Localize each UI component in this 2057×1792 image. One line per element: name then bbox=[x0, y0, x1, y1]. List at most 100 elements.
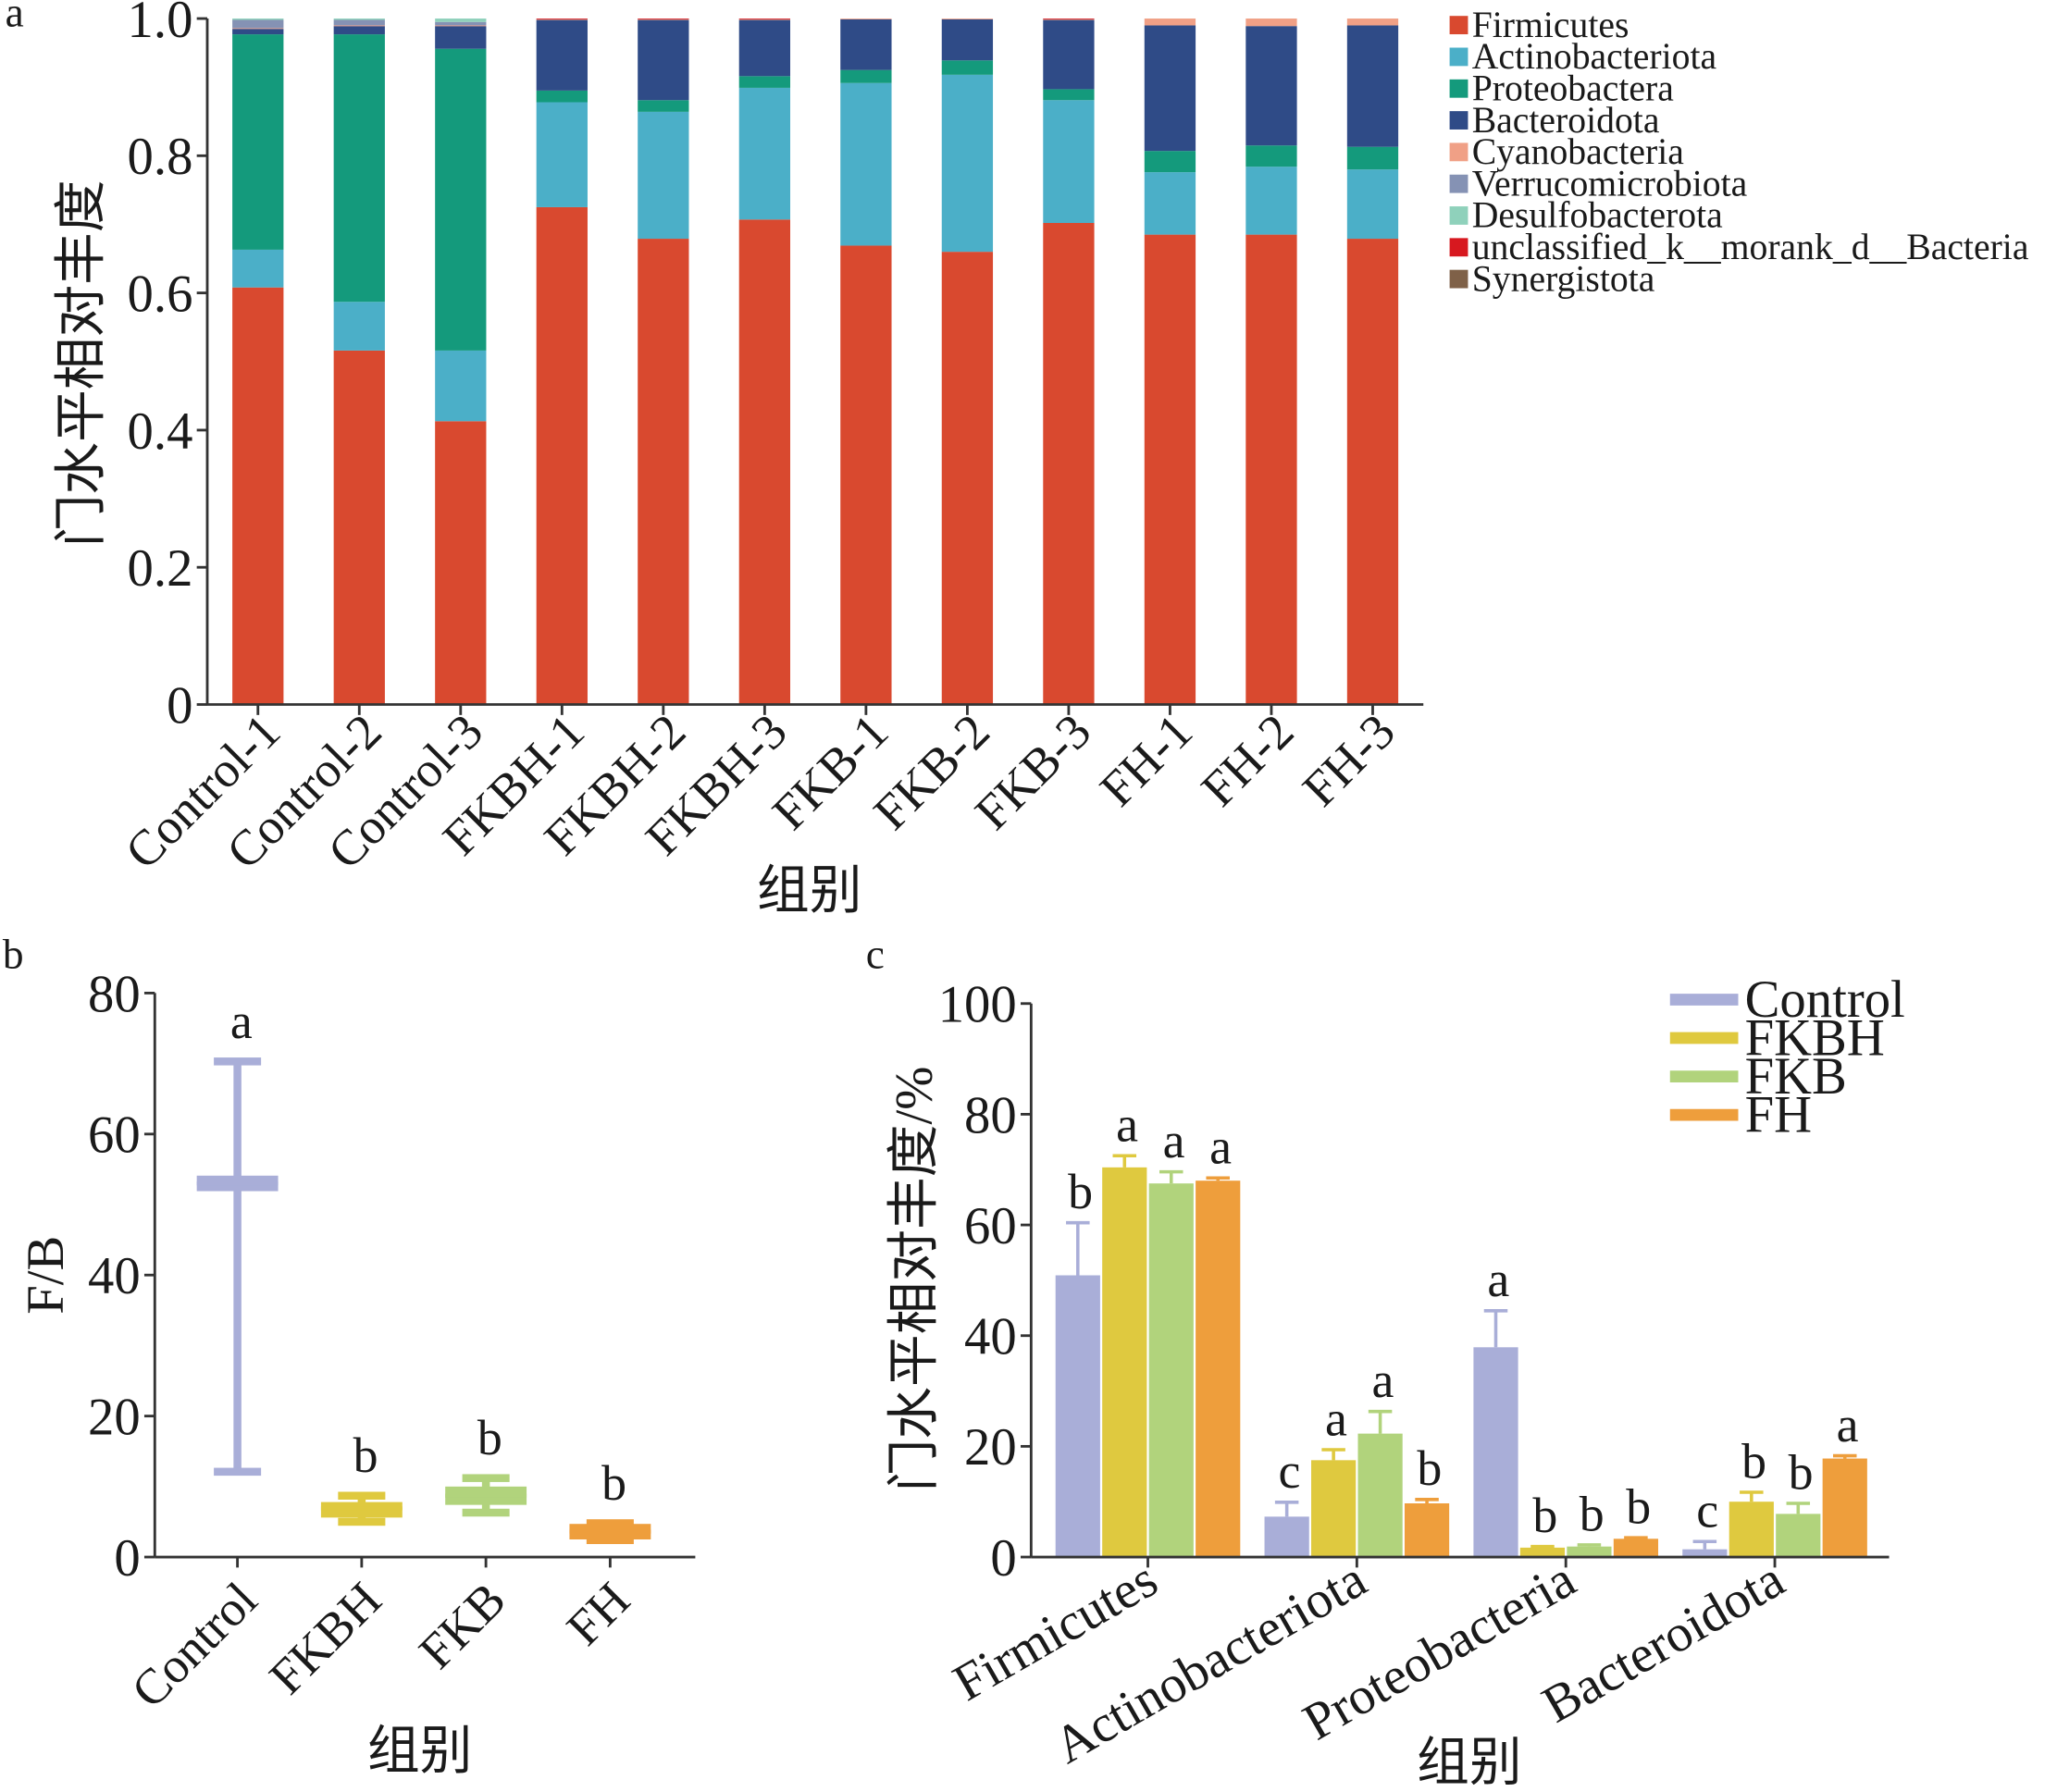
stacked-bar-segment-bacteroidota-fh-3 bbox=[1346, 25, 1399, 147]
significance-letter-fkbh-proteobacteria: b bbox=[1532, 1488, 1557, 1543]
legend-swatch-verrucomicrobiota bbox=[1449, 174, 1468, 193]
stacked-bar-segment-cyanobacteria-fh-2 bbox=[1245, 19, 1297, 27]
stacked-bar-segment-firmicutes-fh-2 bbox=[1245, 234, 1297, 705]
significance-letter-fkb-actinobacteriota: a bbox=[1371, 1353, 1394, 1408]
stacked-bar-segment-firmicutes-fkb-3 bbox=[1043, 222, 1095, 705]
panel-a-x-axis-label: 组别 bbox=[757, 861, 861, 920]
stacked-bar-segment-proteobactera-fkb-1 bbox=[840, 69, 892, 83]
panel-a-y-tick-label: 0.6 bbox=[128, 265, 193, 323]
stacked-bar-segment-firmicutes-fkbh-1 bbox=[536, 206, 588, 705]
stacked-bar-segment-bacteroidota-fh-1 bbox=[1144, 25, 1196, 152]
whisker-cap-top-fkbh bbox=[338, 1491, 386, 1500]
significance-letter-fkb-firmicutes: a bbox=[1163, 1113, 1185, 1168]
panel-b-label: b bbox=[3, 931, 24, 977]
panel-a-y-axis-label: 门水平相对丰度 bbox=[52, 179, 110, 547]
stacked-bar-segment-cyanobacteria-fkbh-2 bbox=[638, 19, 689, 20]
stacked-bar-segment-firmicutes-fkbh-2 bbox=[638, 239, 689, 705]
panel-c-y-tick-label: 100 bbox=[938, 976, 1017, 1034]
panel-b-y-tick-label: 0 bbox=[114, 1529, 140, 1588]
stacked-bar-segment-cyanobacteria-fh-1 bbox=[1144, 19, 1196, 26]
significance-letter-fkbh-firmicutes: a bbox=[1116, 1097, 1138, 1153]
panel-c-y-tick-label: 80 bbox=[964, 1086, 1017, 1144]
panel-b-y-tick-label: 80 bbox=[88, 965, 141, 1023]
bar-fh-proteobacteria bbox=[1613, 1539, 1659, 1558]
stacked-bar-segment-cyanobacteria-control-1 bbox=[232, 28, 284, 30]
panel-a-y-tick-label: 0.8 bbox=[128, 128, 193, 186]
whisker-cap-bottom-fh bbox=[586, 1536, 634, 1545]
bar-fkbh-proteobacteria bbox=[1519, 1547, 1566, 1558]
bar-fkbh-firmicutes bbox=[1102, 1167, 1147, 1558]
legend-label-desulfobacterota: Desulfobacterota bbox=[1472, 195, 1723, 236]
stacked-bar-segment-actinobacteriota-fkb-1 bbox=[840, 82, 892, 246]
significance-letter-fkbh-actinobacteriota: a bbox=[1325, 1390, 1347, 1446]
stacked-bar-segment-actinobacteriota-fkbh-2 bbox=[638, 111, 689, 240]
panel-b-x-axis-label: 组别 bbox=[367, 1722, 472, 1780]
panel-b-boxes: a b b b bbox=[196, 994, 651, 1545]
panel-b-y-tick-label: 60 bbox=[88, 1106, 141, 1165]
stacked-bar-segment-bacteroidota-fkbh-3 bbox=[738, 19, 791, 77]
legend-label-fkbh: FKBH bbox=[1745, 1008, 1885, 1067]
significance-letter-fh-actinobacteriota: b bbox=[1417, 1440, 1442, 1496]
bar-control-actinobacteriota bbox=[1264, 1516, 1309, 1558]
bar-fkbh-actinobacteriota bbox=[1311, 1460, 1357, 1558]
legend-label-unclassified-k-morank-d-bacteria: unclassified_k__morank_d__Bacteria bbox=[1472, 227, 2029, 267]
panel-c-y-axis-label: 门水平相对丰度/% bbox=[886, 1067, 944, 1492]
panel-a-y-tick-label: 1.0 bbox=[128, 0, 193, 49]
panel-b-y-axis-label: F/B bbox=[17, 1236, 75, 1315]
panel-a-y-tick-label: 0 bbox=[167, 676, 192, 735]
stacked-bar-segment-proteobactera-control-2 bbox=[333, 34, 385, 303]
legend-label-fkb: FKB bbox=[1745, 1047, 1847, 1106]
stacked-bar-segment-bacteroidota-fkb-2 bbox=[941, 19, 994, 61]
stacked-bar-segment-actinobacteriota-fh-3 bbox=[1346, 169, 1399, 240]
stacked-bar-segment-proteobactera-fh-1 bbox=[1144, 151, 1196, 173]
legend-label-actinobacteriota: Actinobacteriota bbox=[1472, 36, 1717, 77]
legend-swatch-unclassified-k-morank-d-bacteria bbox=[1449, 238, 1468, 257]
whisker-cap-bottom-control bbox=[214, 1467, 262, 1477]
median-line-control bbox=[196, 1181, 279, 1186]
median-line-fkbh bbox=[320, 1506, 403, 1511]
significance-letter-control-bacteroidota: c bbox=[1696, 1483, 1718, 1539]
stacked-bar-segment-cyanobacteria-fkbh-1 bbox=[536, 19, 588, 20]
legend-label-verrucomicrobiota: Verrucomicrobiota bbox=[1472, 163, 1748, 204]
stacked-bar-segment-proteobactera-fkbh-2 bbox=[638, 100, 689, 112]
legend-label-cyanobacteria: Cyanobacteria bbox=[1472, 131, 1685, 172]
significance-letter-control-actinobacteriota: c bbox=[1279, 1443, 1301, 1499]
stacked-bar-segment-firmicutes-fkb-2 bbox=[941, 252, 994, 705]
stacked-bar-segment-proteobactera-control-1 bbox=[232, 34, 284, 250]
stacked-bar-segment-actinobacteriota-control-2 bbox=[333, 302, 385, 351]
significance-letter-fh-firmicutes: a bbox=[1209, 1119, 1232, 1175]
legend-label-bacteroidota: Bacteroidota bbox=[1472, 100, 1660, 141]
bar-fh-bacteroidota bbox=[1822, 1458, 1867, 1558]
significance-letter-fkb-bacteroidota: b bbox=[1789, 1444, 1814, 1500]
legend-label-firmicutes: Firmicutes bbox=[1472, 5, 1629, 45]
stacked-bar-segment-firmicutes-fkbh-3 bbox=[738, 219, 791, 705]
bar-control-proteobacteria bbox=[1473, 1347, 1518, 1558]
significance-letter-fkbh-bacteroidota: b bbox=[1741, 1433, 1766, 1489]
stacked-bar-segment-actinobacteriota-fkbh-1 bbox=[536, 102, 588, 207]
stacked-bar-segment-cyanobacteria-control-3 bbox=[435, 25, 487, 27]
stacked-bar-segment-firmicutes-control-2 bbox=[333, 350, 385, 705]
significance-letter-control-proteobacteria: a bbox=[1487, 1252, 1509, 1307]
legend-label-synergistota: Synergistota bbox=[1472, 258, 1655, 299]
stacked-bar-segment-proteobactera-fkb-3 bbox=[1043, 89, 1095, 101]
legend-label-fh: FH bbox=[1745, 1086, 1812, 1144]
stacked-bar-segment-actinobacteriota-fkb-3 bbox=[1043, 100, 1095, 223]
bar-control-bacteroidota bbox=[1682, 1549, 1728, 1558]
significance-letter-control-firmicutes: b bbox=[1068, 1164, 1093, 1219]
significance-letter-control: a bbox=[230, 994, 253, 1049]
bar-control-firmicutes bbox=[1055, 1275, 1100, 1558]
panel-a-bars bbox=[232, 19, 1399, 705]
panel-a-y-tick-label: 0.2 bbox=[128, 539, 193, 598]
stacked-bar-segment-proteobactera-fh-2 bbox=[1245, 145, 1297, 167]
significance-letter-fh-bacteroidota: a bbox=[1837, 1397, 1859, 1452]
panel-c-x-axis-label: 组别 bbox=[1417, 1734, 1521, 1792]
significance-letter-fkb-proteobacteria: b bbox=[1580, 1486, 1605, 1541]
stacked-bar-segment-actinobacteriota-fkbh-3 bbox=[738, 87, 791, 220]
panel-b-y-tick-label: 20 bbox=[88, 1388, 141, 1446]
whisker-cap-bottom-fkb bbox=[462, 1508, 510, 1517]
significance-letter-fh: b bbox=[601, 1455, 626, 1511]
stacked-bar-segment-cyanobacteria-fkb-3 bbox=[1043, 19, 1095, 20]
stacked-bar-segment-firmicutes-fh-3 bbox=[1346, 239, 1399, 705]
